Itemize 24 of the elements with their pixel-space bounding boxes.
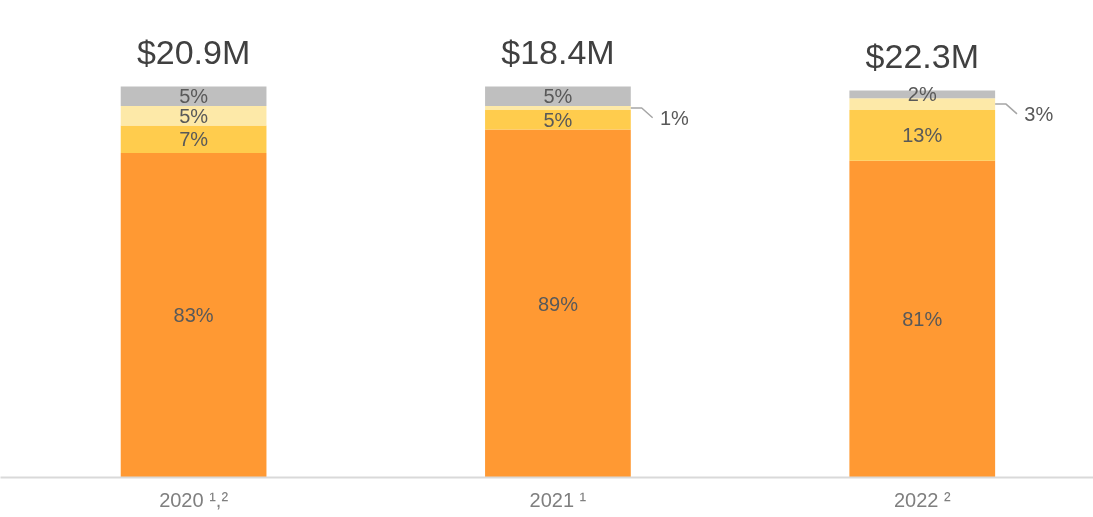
bar <box>485 86 631 107</box>
bar <box>849 109 996 161</box>
x-tick-label: 2021 ¹ <box>529 488 587 511</box>
bar <box>120 106 267 126</box>
bar <box>120 125 267 153</box>
x-tick-label: 2020 ¹,² <box>159 488 229 511</box>
data-label: 81% <box>902 308 943 331</box>
bar <box>849 160 996 478</box>
data-label: 83% <box>173 304 214 327</box>
bar <box>120 152 267 478</box>
data-label: 5% <box>543 108 573 131</box>
x-tick-label: 2022 ² <box>893 488 951 511</box>
bar <box>485 106 631 110</box>
data-label: 7% <box>179 128 209 151</box>
annotation: $20.9M <box>136 32 251 71</box>
data-label: 3% <box>1024 102 1054 125</box>
data-label: 5% <box>543 85 573 108</box>
annotation: $22.3M <box>865 36 979 75</box>
bar <box>485 109 631 130</box>
data-label: 1% <box>659 106 690 129</box>
data-label: 89% <box>537 292 579 315</box>
data-label: 13% <box>902 124 943 147</box>
bar <box>485 129 631 478</box>
annotation: $18.4M <box>501 32 615 71</box>
